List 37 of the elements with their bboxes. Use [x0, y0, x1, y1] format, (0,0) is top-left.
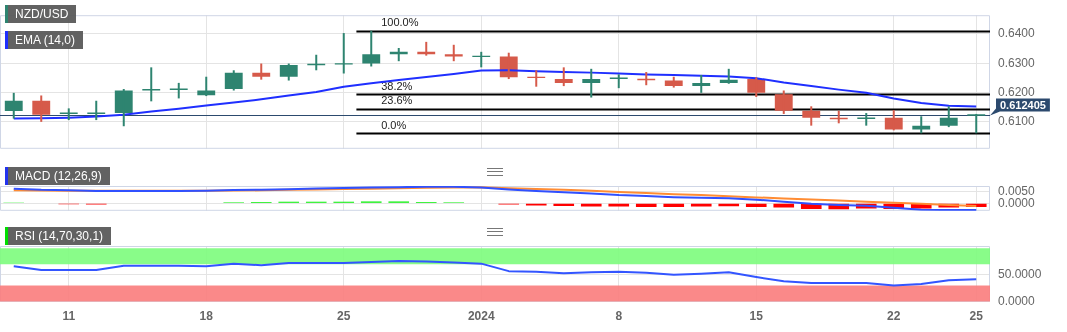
x-tick-label: 11 — [62, 309, 76, 324]
candlestick — [939, 105, 958, 129]
x-tick-label: 22 — [887, 309, 901, 324]
candlestick — [169, 81, 188, 100]
candlestick — [279, 62, 298, 82]
y-tick-label: 0.6400 — [998, 26, 1036, 41]
candlestick — [87, 99, 106, 122]
y-tick-label: 0.6200 — [998, 84, 1036, 99]
y-tick-label: 0.6100 — [998, 114, 1036, 129]
x-tick-label: 18 — [199, 309, 214, 324]
y-tick-label: 0.0000 — [998, 293, 1036, 308]
x-tick-label: 2024 — [467, 309, 495, 324]
annotation: 23.6% — [381, 94, 413, 107]
y-tick-label: 0.6300 — [998, 55, 1036, 70]
chart-title: MACD (12,26,9) — [5, 167, 110, 185]
annotation: 100.0% — [381, 16, 419, 29]
candlestick — [967, 112, 986, 135]
candlestick — [114, 88, 133, 128]
x-tick-label: 25 — [969, 309, 984, 324]
candlestick — [59, 107, 78, 122]
candlestick — [362, 29, 381, 68]
ref-line-label: 0.612405 — [1000, 98, 1046, 111]
candlestick — [444, 43, 463, 63]
x-tick-label: 8 — [615, 309, 623, 324]
x-tick-label: 15 — [749, 309, 764, 324]
annotation: 38.2% — [381, 79, 413, 92]
candlestick — [857, 112, 876, 127]
candlestick — [197, 75, 216, 98]
legend-label: EMA (14,0) — [5, 31, 84, 49]
candlestick — [554, 66, 573, 88]
candlestick — [582, 67, 601, 99]
legend-label: NZD/USD — [5, 5, 77, 23]
x-tick-label: 25 — [337, 309, 351, 324]
y-tick-label: 50.0000 — [998, 267, 1042, 282]
annotation: 0.0% — [381, 118, 407, 131]
candlestick — [774, 89, 793, 115]
chart-title: RSI (14,70,30,1) — [5, 227, 112, 245]
